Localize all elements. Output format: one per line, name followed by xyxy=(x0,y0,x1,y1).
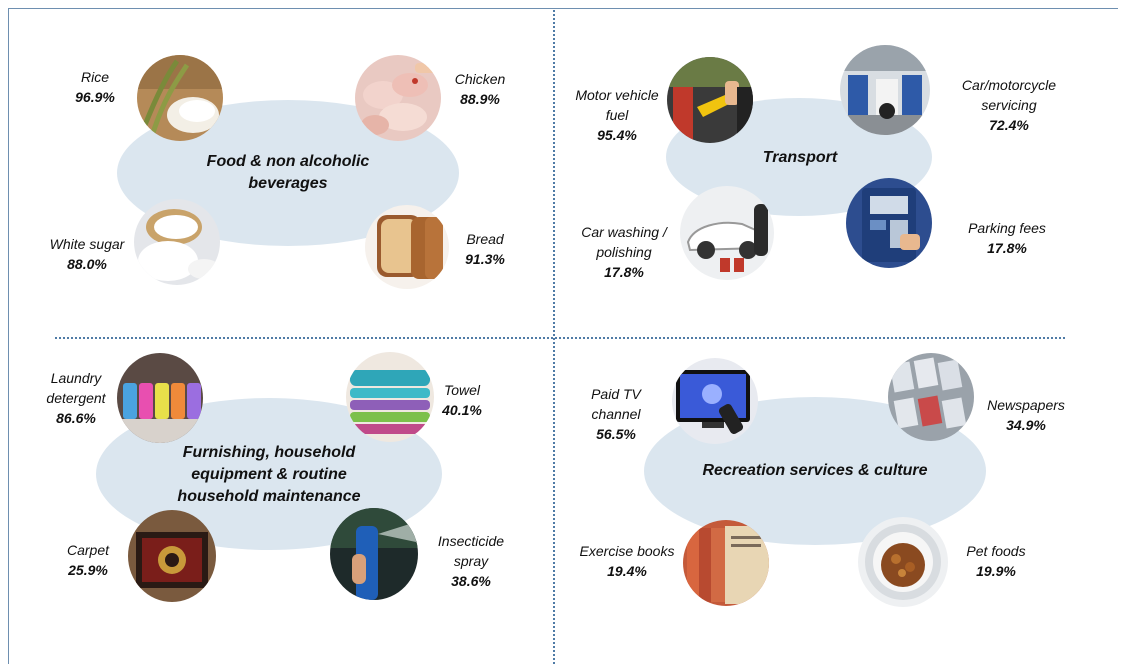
spray-pct: 38.6% xyxy=(451,573,491,589)
recreation-title: Recreation services & culture xyxy=(702,462,928,479)
carpet-label: Carpet 25.9% xyxy=(50,540,126,580)
spray-can-icon xyxy=(330,508,418,600)
fuel-pump-icon xyxy=(667,57,753,143)
servicing-label: Car/motorcycle servicing 72.4% xyxy=(945,75,1073,135)
newspapers-name: Newspapers xyxy=(987,397,1065,413)
detergent-bottles-icon xyxy=(117,353,203,443)
pet-food-pct: 19.9% xyxy=(976,563,1016,579)
chicken-name: Chicken xyxy=(454,71,506,87)
towel-name: Towel xyxy=(443,382,481,398)
bread-name: Bread xyxy=(466,231,504,247)
sugar-name: White sugar xyxy=(49,236,125,252)
sugar-icon xyxy=(134,199,220,285)
fuel-label: Motor vehicle fuel 95.4% xyxy=(562,85,672,145)
books-pct: 19.4% xyxy=(607,563,647,579)
sugar-pct: 88.0% xyxy=(67,256,107,272)
sugar-label: White sugar 88.0% xyxy=(40,234,134,274)
newspapers-label: Newspapers 34.9% xyxy=(974,395,1078,435)
fuel-pct: 95.4% xyxy=(597,127,637,143)
newspapers-icon xyxy=(888,353,974,441)
garage-icon xyxy=(840,45,930,135)
chicken-label: Chicken 88.9% xyxy=(445,69,515,109)
rice-label: Rice 96.9% xyxy=(62,67,128,107)
towel-icon xyxy=(346,352,434,442)
parking-pct: 17.8% xyxy=(987,240,1027,256)
books-label: Exercise books 19.4% xyxy=(570,541,684,581)
rice-pct: 96.9% xyxy=(75,89,115,105)
pet-food-label: Pet foods 19.9% xyxy=(954,541,1038,581)
exercise-books-icon xyxy=(683,520,769,606)
servicing-pct: 72.4% xyxy=(989,117,1029,133)
horizontal-divider xyxy=(55,337,1065,339)
towel-pct: 40.1% xyxy=(442,402,482,418)
car-wash-name: Car washing / polishing xyxy=(581,224,667,260)
furnishing-title: Furnishing, household equipment & routin… xyxy=(177,444,361,505)
parking-name: Parking fees xyxy=(968,220,1046,236)
transport-title: Transport xyxy=(762,149,838,166)
spray-name: Insecticide spray xyxy=(437,533,505,569)
carpet-pct: 25.9% xyxy=(68,562,108,578)
tv-name: Paid TV channel xyxy=(591,386,641,422)
newspapers-pct: 34.9% xyxy=(1006,417,1046,433)
servicing-name: Car/motorcycle servicing xyxy=(961,77,1057,113)
bread-icon xyxy=(365,205,449,289)
parking-meter-icon xyxy=(846,178,932,268)
towel-label: Towel 40.1% xyxy=(432,380,492,420)
tv-pct: 56.5% xyxy=(596,426,636,442)
carpet-name: Carpet xyxy=(66,542,110,558)
car-wash-label: Car washing / polishing 17.8% xyxy=(572,222,676,282)
frame-left-border xyxy=(8,8,9,664)
rice-name: Rice xyxy=(80,69,109,85)
parking-label: Parking fees 17.8% xyxy=(952,218,1062,258)
books-name: Exercise books xyxy=(579,543,675,559)
detergent-pct: 86.6% xyxy=(56,410,96,426)
car-wash-icon xyxy=(680,186,774,280)
food-title: Food & non alcoholic beverages xyxy=(206,153,370,192)
rice-icon xyxy=(137,55,223,141)
pet-food-icon xyxy=(858,517,948,607)
chicken-pct: 88.9% xyxy=(460,91,500,107)
carpet-icon xyxy=(128,510,216,602)
frame-top-border xyxy=(8,8,1118,9)
chicken-icon xyxy=(355,55,441,141)
detergent-name: Laundry detergent xyxy=(46,370,106,406)
tv-label: Paid TV channel 56.5% xyxy=(578,384,654,444)
pet-food-name: Pet foods xyxy=(966,543,1026,559)
detergent-label: Laundry detergent 86.6% xyxy=(38,368,114,428)
car-wash-pct: 17.8% xyxy=(604,264,644,280)
bread-pct: 91.3% xyxy=(465,251,505,267)
spray-label: Insecticide spray 38.6% xyxy=(426,531,516,591)
bread-label: Bread 91.3% xyxy=(454,229,516,269)
fuel-name: Motor vehicle fuel xyxy=(575,87,659,123)
tv-remote-icon xyxy=(672,358,758,444)
